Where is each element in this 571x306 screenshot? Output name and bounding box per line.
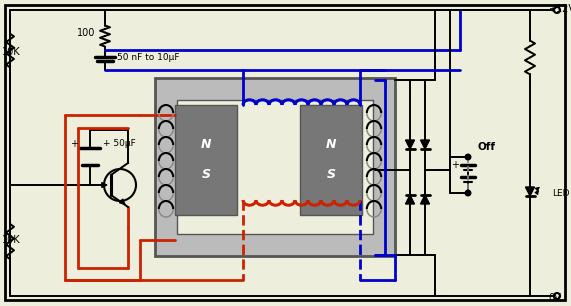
- Text: +12V: +12V: [548, 4, 571, 14]
- Text: +: +: [70, 139, 78, 149]
- Text: S: S: [202, 169, 211, 181]
- Text: 0V: 0V: [548, 293, 561, 303]
- Bar: [300, 105, 362, 215]
- Text: S: S: [327, 169, 336, 181]
- Circle shape: [465, 191, 471, 196]
- Polygon shape: [420, 195, 429, 204]
- Polygon shape: [405, 140, 415, 149]
- Text: +: +: [451, 160, 459, 170]
- Bar: [155, 78, 395, 256]
- Polygon shape: [420, 140, 429, 149]
- Text: LED: LED: [552, 188, 569, 197]
- Circle shape: [465, 155, 471, 159]
- Polygon shape: [525, 187, 534, 196]
- Polygon shape: [405, 195, 415, 204]
- Text: N: N: [325, 139, 336, 151]
- Circle shape: [554, 293, 560, 299]
- Circle shape: [104, 169, 136, 201]
- Bar: [175, 105, 237, 215]
- Text: Off: Off: [478, 142, 496, 152]
- Text: 50 nF to 10μF: 50 nF to 10μF: [117, 53, 179, 62]
- Text: + 50μF: + 50μF: [103, 139, 136, 147]
- Text: 10K: 10K: [2, 235, 21, 245]
- Circle shape: [554, 7, 560, 13]
- Text: N: N: [201, 139, 211, 151]
- Text: 100: 100: [77, 28, 95, 38]
- Text: 10K: 10K: [2, 47, 21, 57]
- Bar: [177, 100, 373, 234]
